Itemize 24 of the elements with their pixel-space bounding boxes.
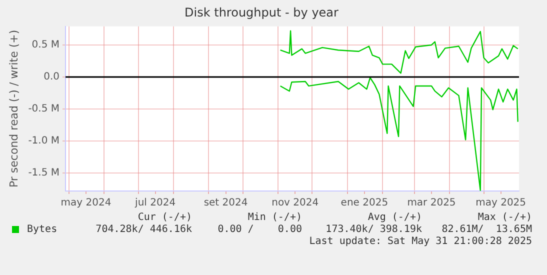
x-tick-label: may 2025 — [476, 198, 526, 209]
x-tick-label: set 2024 — [204, 198, 248, 209]
y-tick-label: -1.0 M — [28, 136, 60, 147]
text: 704.28k/ 446.16k — [94, 224, 192, 235]
text: Min (-/+) — [246, 212, 302, 223]
text: Max (-/+) — [476, 212, 532, 223]
x-tick-label: nov 2024 — [272, 198, 319, 209]
text: Avg (-/+) — [366, 212, 422, 223]
x-tick-label: ene 2025 — [340, 198, 388, 209]
x-tick-label: jul 2024 — [134, 198, 176, 209]
y-axis-title: Pr second read (-) / write (+) — [7, 30, 20, 188]
y-tick-label: 0.0 — [44, 72, 60, 83]
text: 0.00 / 0.00 — [216, 224, 302, 235]
text: Last update: Sat May 31 21:00:28 2025 — [308, 236, 532, 247]
y-tick-label: -1.5 M — [28, 168, 60, 179]
y-tick-label: 0.5 M — [32, 40, 60, 51]
chart-title: Disk throughput - by year — [184, 5, 339, 20]
y-tick-label: -0.5 M — [28, 104, 60, 115]
text: 82.61M/ 13.65M — [440, 224, 532, 235]
x-tick-label: mar 2025 — [407, 198, 456, 209]
x-tick-label: may 2024 — [60, 198, 112, 209]
text: 173.40k/ 398.19k — [324, 224, 422, 235]
text: Cur (-/+) — [136, 212, 192, 223]
legend-label: Bytes — [27, 224, 58, 235]
